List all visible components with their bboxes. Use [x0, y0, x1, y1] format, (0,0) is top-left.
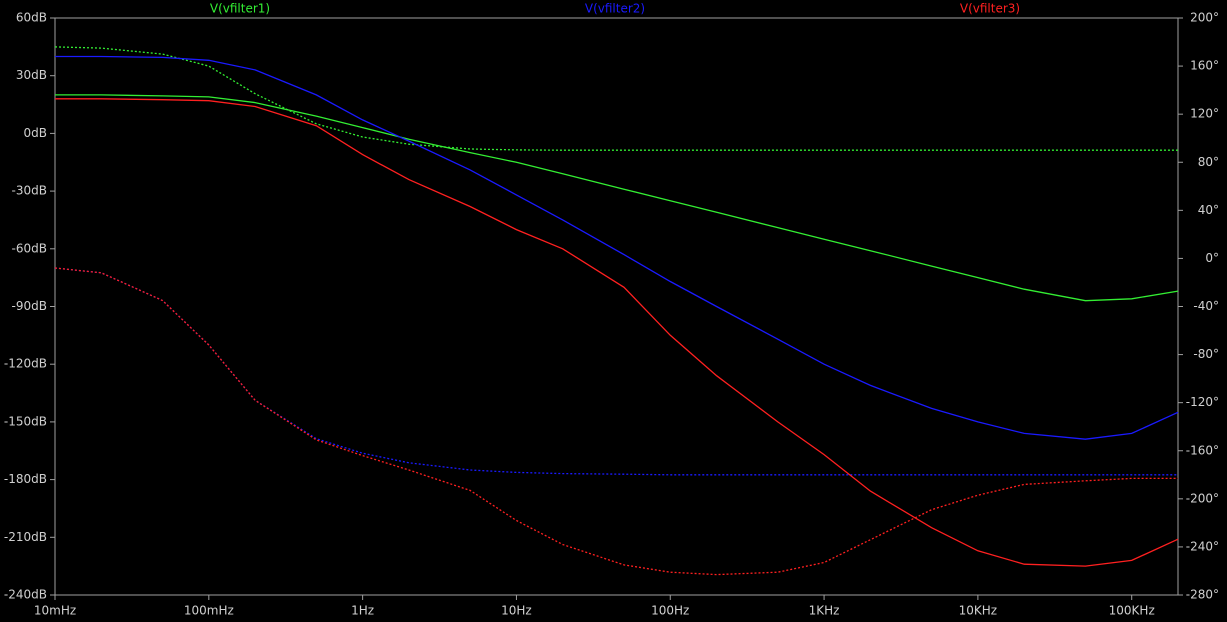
y-tick-label: -210dB [4, 530, 47, 544]
x-tick-label: 10mHz [34, 604, 76, 618]
y-tick-label: -30dB [12, 184, 47, 198]
plot-frame [54, 17, 1179, 596]
phase-line [54, 46, 1178, 151]
y2-tick-label: 80° [1198, 155, 1219, 169]
y-tick-label: -60dB [12, 241, 47, 255]
y2-tick-label: 160° [1190, 59, 1219, 73]
y-tick-label: 30dB [16, 68, 47, 82]
x-tick-label: 10Hz [501, 604, 532, 618]
legend-label: V(vfilter2) [585, 2, 645, 16]
legend-label: V(vfilter1) [210, 2, 270, 16]
y-tick-label: -180dB [4, 472, 47, 486]
magnitude-line [55, 94, 1179, 302]
x-tick-label: 100KHz [1109, 604, 1155, 618]
y-tick-label: -240dB [4, 588, 47, 602]
legend-label: V(vfilter3) [960, 2, 1020, 16]
y-tick-label: -90dB [12, 299, 47, 313]
magnitude-line [55, 55, 1179, 440]
y2-tick-label: 120° [1190, 107, 1219, 121]
y-tick-label: 60dB [16, 11, 47, 25]
y2-tick-label: -120° [1186, 395, 1219, 409]
y2-tick-label: -280° [1186, 588, 1219, 602]
x-tick-label: 100Hz [651, 604, 689, 618]
y-tick-label: -120dB [4, 357, 47, 371]
y2-tick-label: -80° [1193, 347, 1219, 361]
y2-tick-label: -40° [1193, 299, 1219, 313]
x-tick-label: 1Hz [351, 604, 374, 618]
y2-tick-label: 200° [1190, 11, 1219, 25]
y2-tick-label: -160° [1186, 443, 1219, 457]
y2-tick-label: -200° [1186, 491, 1219, 505]
y2-tick-label: 40° [1198, 203, 1219, 217]
phase-line [54, 267, 1178, 576]
x-tick-label: 10KHz [959, 604, 997, 618]
magnitude-line [55, 98, 1179, 567]
y2-tick-label: -240° [1186, 539, 1219, 553]
y-tick-label: -150dB [4, 414, 47, 428]
y2-tick-label: 0° [1205, 251, 1219, 265]
y-tick-label: 0dB [24, 126, 47, 140]
x-tick-label: 1KHz [809, 604, 840, 618]
x-tick-label: 100mHz [184, 604, 234, 618]
phase-line [54, 267, 1178, 476]
